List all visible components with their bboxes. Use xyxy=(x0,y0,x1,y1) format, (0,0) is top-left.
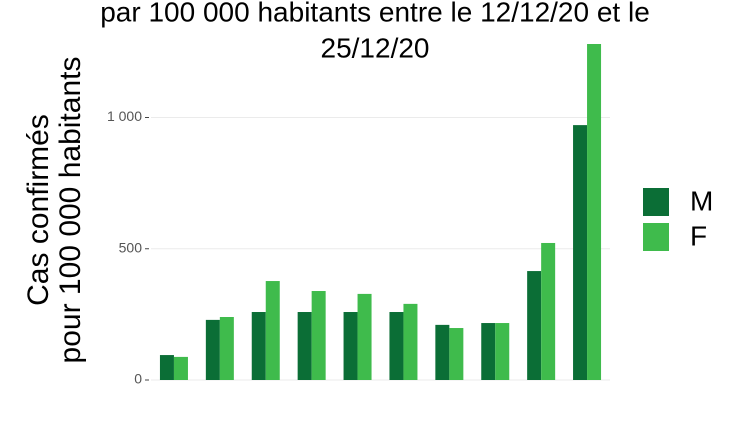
y-tick-label: 500 xyxy=(119,239,143,255)
chart-title: 25/12/20 xyxy=(321,32,430,63)
bar xyxy=(205,319,220,380)
bar xyxy=(251,312,266,380)
bar xyxy=(527,271,542,380)
chart-title: par 100 000 habitants entre le 12/12/20 … xyxy=(100,0,650,27)
bar xyxy=(449,328,464,380)
bar xyxy=(173,356,188,380)
bar xyxy=(265,281,280,380)
bar xyxy=(573,125,588,380)
y-axis-title: pour 100 000 habitants xyxy=(54,57,87,364)
legend-swatch xyxy=(643,223,669,251)
legend-label: M xyxy=(690,185,713,216)
legend-swatch xyxy=(643,188,669,216)
bar xyxy=(159,355,174,380)
bar xyxy=(311,291,326,380)
bar xyxy=(297,312,312,380)
bar xyxy=(587,44,602,380)
y-tick-label: 1 000 xyxy=(107,108,142,124)
bar xyxy=(495,323,510,380)
bar xyxy=(219,317,234,380)
bar xyxy=(481,323,496,380)
bar xyxy=(403,303,418,380)
bar xyxy=(435,324,450,380)
bar xyxy=(357,293,372,380)
y-axis-title: Cas confirmés xyxy=(22,114,55,306)
legend-label: F xyxy=(690,220,707,251)
bar xyxy=(343,312,358,380)
y-tick-label: 0 xyxy=(134,371,142,387)
bar xyxy=(541,242,556,380)
bar xyxy=(389,312,404,380)
